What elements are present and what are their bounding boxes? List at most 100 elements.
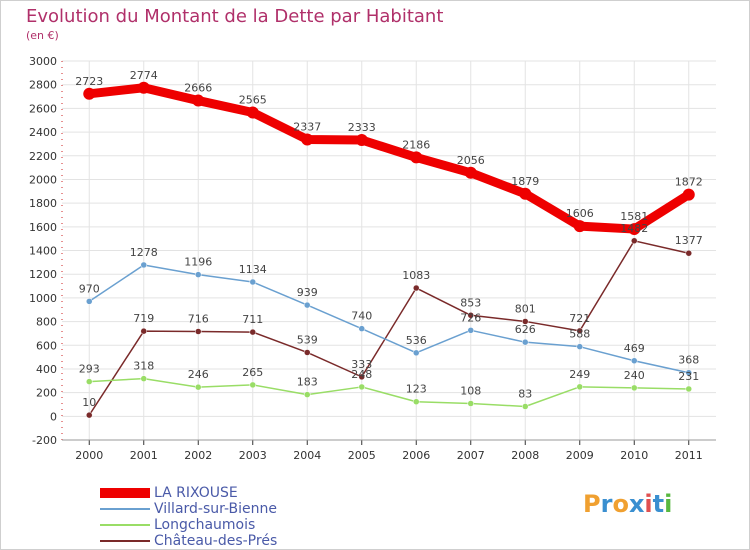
data-label: 1872 xyxy=(675,176,703,189)
data-point xyxy=(301,133,314,146)
data-point xyxy=(246,106,259,119)
logo-letter: i xyxy=(664,490,673,518)
x-tick-label: 2002 xyxy=(184,449,212,462)
y-tick-label: 600 xyxy=(36,339,57,352)
series-line-2 xyxy=(88,377,690,408)
data-label: 2056 xyxy=(457,154,485,167)
data-point xyxy=(192,94,205,107)
data-point xyxy=(137,81,150,94)
x-tick-label: 2003 xyxy=(239,449,267,462)
data-label: 1278 xyxy=(130,246,158,259)
data-point xyxy=(83,87,96,100)
x-tick-label: 2001 xyxy=(130,449,158,462)
data-point xyxy=(86,411,93,419)
data-label: 368 xyxy=(678,354,699,367)
data-label: 853 xyxy=(460,296,481,309)
y-tick-label: 2400 xyxy=(29,126,57,139)
data-point xyxy=(467,327,474,334)
legend-swatch xyxy=(100,524,150,526)
data-point xyxy=(249,328,256,336)
data-label: 2666 xyxy=(184,82,212,95)
y-tick-label: 1400 xyxy=(29,245,57,258)
y-tick-label: -200 xyxy=(32,434,57,447)
legend-label: LA RIXOUSE xyxy=(154,485,238,501)
y-tick-label: 2000 xyxy=(29,173,57,186)
y-tick-label: 2600 xyxy=(29,102,57,115)
data-point xyxy=(519,187,532,200)
data-label: 1196 xyxy=(184,256,212,269)
x-tick-label: 2004 xyxy=(293,449,321,462)
data-label: 10 xyxy=(82,396,96,409)
x-tick-label: 2009 xyxy=(566,449,594,462)
data-label: 469 xyxy=(624,342,645,355)
series-line-1 xyxy=(88,264,690,374)
data-point xyxy=(195,328,202,335)
data-point xyxy=(358,373,365,381)
data-label: 539 xyxy=(297,333,318,346)
y-tick-label: 3000 xyxy=(29,55,57,68)
data-label: 2774 xyxy=(130,69,158,82)
x-tick-label: 2007 xyxy=(457,449,485,462)
y-tick-label: 2200 xyxy=(29,150,57,163)
y-tick-label: 1800 xyxy=(29,197,57,210)
data-label: 726 xyxy=(460,311,481,324)
legend-item: Longchaumois xyxy=(100,517,400,533)
data-label: 588 xyxy=(569,328,590,341)
x-tick-label: 2006 xyxy=(402,449,430,462)
data-point xyxy=(195,383,202,391)
data-point xyxy=(140,375,147,382)
y-tick-label: 2800 xyxy=(29,79,57,92)
data-label: 1377 xyxy=(675,234,703,247)
data-label: 970 xyxy=(79,282,100,295)
data-point xyxy=(682,188,695,201)
data-point xyxy=(522,338,529,346)
data-label: 249 xyxy=(569,368,590,381)
legend-item: LA RIXOUSE xyxy=(100,485,400,501)
data-point xyxy=(522,318,529,325)
data-label: 1482 xyxy=(620,222,648,235)
data-label: 721 xyxy=(569,312,590,325)
y-tick-label: 1600 xyxy=(29,221,57,234)
y-tick-label: 400 xyxy=(36,363,57,376)
data-label: 2723 xyxy=(75,75,103,88)
data-label: 716 xyxy=(188,313,209,326)
data-point xyxy=(464,166,477,179)
y-tick-label: 800 xyxy=(36,316,57,329)
data-point xyxy=(685,385,692,393)
data-point xyxy=(467,400,474,407)
chart-subtitle: (en €) xyxy=(26,29,59,42)
data-point xyxy=(413,398,420,405)
legend-swatch xyxy=(100,508,150,510)
data-point xyxy=(413,349,420,357)
data-point xyxy=(573,220,586,233)
data-label: 2333 xyxy=(348,121,376,134)
data-label: 240 xyxy=(624,369,645,382)
data-point xyxy=(631,237,638,245)
data-point xyxy=(358,325,365,332)
logo-letter: P xyxy=(583,490,601,518)
data-point xyxy=(140,261,147,269)
data-point xyxy=(576,327,583,335)
data-point xyxy=(628,223,641,236)
logo-letter: o xyxy=(612,490,629,518)
x-tick-label: 2005 xyxy=(348,449,376,462)
data-point xyxy=(631,384,638,392)
data-point xyxy=(140,327,147,335)
logo-letter: t xyxy=(652,490,665,518)
data-point xyxy=(304,349,311,356)
series-line-3 xyxy=(88,240,690,416)
x-tick-label: 2010 xyxy=(620,449,648,462)
data-label: 2186 xyxy=(402,138,430,151)
y-tick-label: 1000 xyxy=(29,292,57,305)
data-label: 231 xyxy=(678,370,699,383)
data-label: 248 xyxy=(351,368,372,381)
data-label: 719 xyxy=(133,312,154,325)
legend-label: Longchaumois xyxy=(154,517,256,533)
data-point xyxy=(685,369,692,376)
proxiti-logo: Proxiti xyxy=(583,490,672,518)
data-point xyxy=(410,151,423,164)
y-tick-label: 1200 xyxy=(29,268,57,281)
logo-letter: i xyxy=(644,490,653,518)
data-label: 801 xyxy=(515,302,536,315)
x-tick-label: 2008 xyxy=(511,449,539,462)
